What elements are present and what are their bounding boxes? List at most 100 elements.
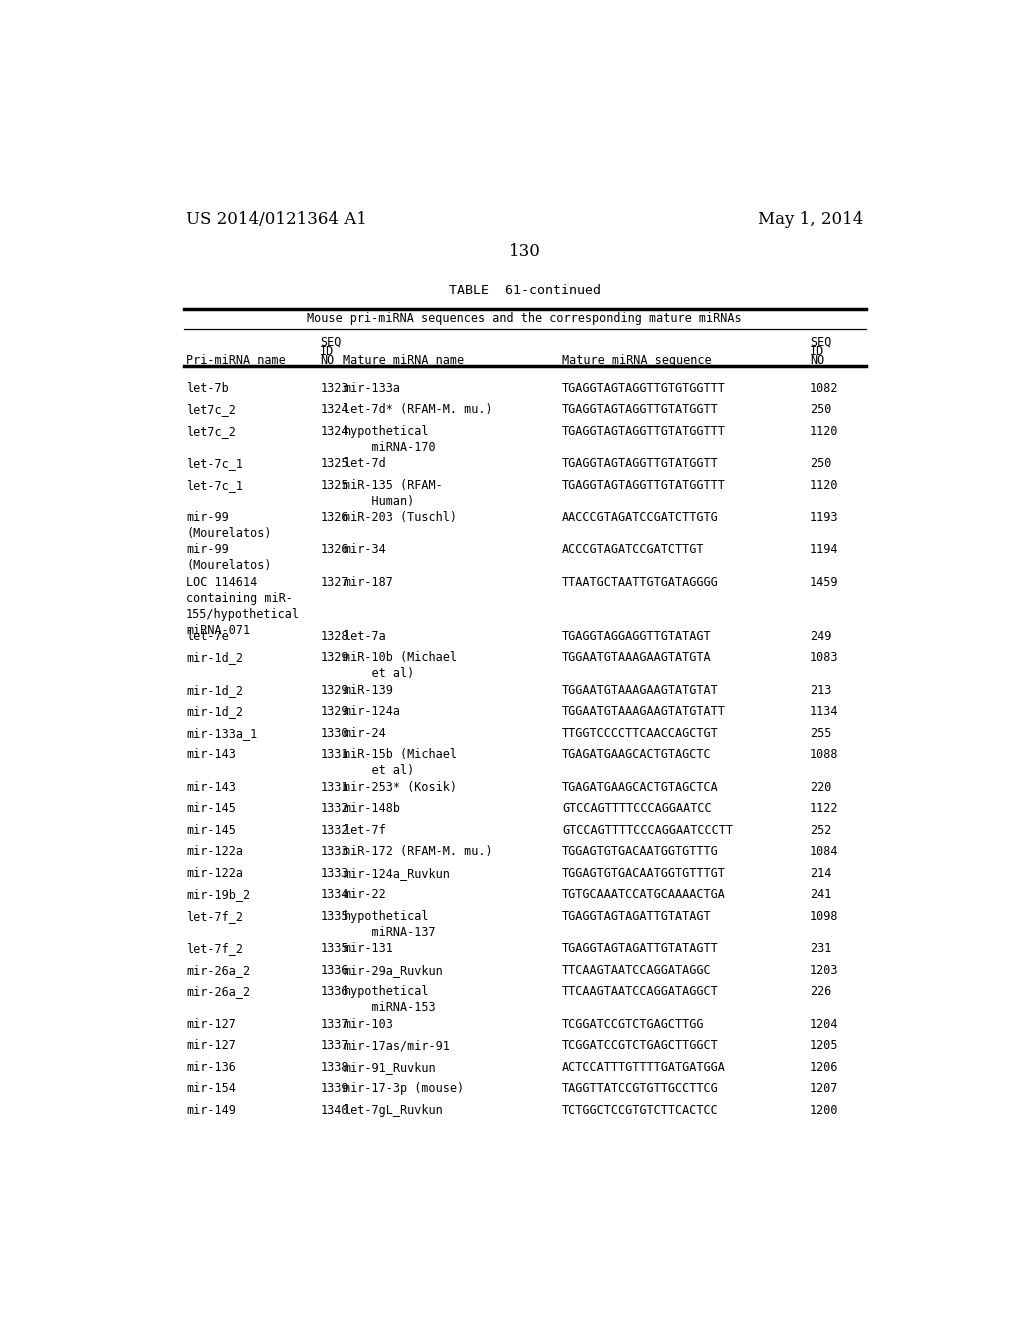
Text: mir-29a_Ruvkun: mir-29a_Ruvkun [343,964,443,977]
Text: mir-26a_2: mir-26a_2 [186,985,250,998]
Text: 1331: 1331 [321,748,349,762]
Text: mir-136: mir-136 [186,1061,236,1074]
Text: TGAGGTAGTAGGTTGTGTGGTTT: TGAGGTAGTAGGTTGTGTGGTTT [562,381,726,395]
Text: 1204: 1204 [810,1018,839,1031]
Text: NO: NO [321,354,335,367]
Text: 1340: 1340 [321,1104,349,1117]
Text: TAGGTTATCCGTGTTGCCTTCG: TAGGTTATCCGTGTTGCCTTCG [562,1082,719,1096]
Text: let7c_2: let7c_2 [186,425,236,438]
Text: TGAGGTAGTAGGTTGTATGGTTT: TGAGGTAGTAGGTTGTATGGTTT [562,479,726,492]
Text: TGGAGTGTGACAATGGTGTTTGT: TGGAGTGTGACAATGGTGTTTGT [562,867,726,880]
Text: mir-34: mir-34 [343,544,386,557]
Text: TGAGGTAGTAGATTGTATAGTT: TGAGGTAGTAGATTGTATAGTT [562,942,719,956]
Text: mir-127: mir-127 [186,1018,236,1031]
Text: GTCCAGTTTTCCCAGGAATCC: GTCCAGTTTTCCCAGGAATCC [562,803,712,816]
Text: 220: 220 [810,780,831,793]
Text: mir-154: mir-154 [186,1082,236,1096]
Text: 1200: 1200 [810,1104,839,1117]
Text: mir-148b: mir-148b [343,803,400,816]
Text: TGAGGTAGTAGGTTGTATGGTTT: TGAGGTAGTAGGTTGTATGGTTT [562,425,726,438]
Text: 1326: 1326 [321,544,349,557]
Text: TCGGATCCGTCTGAGCTTGGCT: TCGGATCCGTCTGAGCTTGGCT [562,1039,719,1052]
Text: 1324: 1324 [321,404,349,416]
Text: 1325: 1325 [321,457,349,470]
Text: TGAGGTAGTAGGTTGTATGGTT: TGAGGTAGTAGGTTGTATGGTT [562,457,719,470]
Text: 1337: 1337 [321,1018,349,1031]
Text: 1207: 1207 [810,1082,839,1096]
Text: mir-187: mir-187 [343,576,393,589]
Text: NO: NO [810,354,824,367]
Text: 231: 231 [810,942,831,956]
Text: 1332: 1332 [321,803,349,816]
Text: mir-124a: mir-124a [343,705,400,718]
Text: 250: 250 [810,404,831,416]
Text: TGGAATGTAAAGAAGTATGTA: TGGAATGTAAAGAAGTATGTA [562,651,712,664]
Text: 1134: 1134 [810,705,839,718]
Text: mir-145: mir-145 [186,824,236,837]
Text: let7c_2: let7c_2 [186,404,236,416]
Text: 1326: 1326 [321,511,349,524]
Text: May 1, 2014: May 1, 2014 [758,211,863,228]
Text: hypothetical
    miRNA-153: hypothetical miRNA-153 [343,985,436,1014]
Text: TGTGCAAATCCATGCAAAACTGA: TGTGCAAATCCATGCAAAACTGA [562,888,726,902]
Text: 1084: 1084 [810,845,839,858]
Text: mir-122a: mir-122a [186,845,243,858]
Text: 1337: 1337 [321,1039,349,1052]
Text: LOC 114614
containing miR-
155/hypothetical
miRNA-071: LOC 114614 containing miR- 155/hypotheti… [186,576,300,636]
Text: mir-149: mir-149 [186,1104,236,1117]
Text: TGGAATGTAAAGAAGTATGTAT: TGGAATGTAAAGAAGTATGTAT [562,684,719,697]
Text: mir-253* (Kosik): mir-253* (Kosik) [343,780,458,793]
Text: let-7c_1: let-7c_1 [186,479,243,492]
Text: TGAGATGAAGCACTGTAGCTCA: TGAGATGAAGCACTGTAGCTCA [562,780,719,793]
Text: hypothetical
    miRNA-170: hypothetical miRNA-170 [343,425,436,454]
Text: 1338: 1338 [321,1061,349,1074]
Text: 252: 252 [810,824,831,837]
Text: TTAATGCTAATTGTGATAGGGG: TTAATGCTAATTGTGATAGGGG [562,576,719,589]
Text: mir-127: mir-127 [186,1039,236,1052]
Text: Mature miRNA sequence: Mature miRNA sequence [562,354,712,367]
Text: Pri-miRNA name: Pri-miRNA name [186,354,286,367]
Text: ACTCCATTTGTTTTGATGATGGA: ACTCCATTTGTTTTGATGATGGA [562,1061,726,1074]
Text: TGAGATGAAGCACTGTAGCTC: TGAGATGAAGCACTGTAGCTC [562,748,712,762]
Text: mir-1d_2: mir-1d_2 [186,684,243,697]
Text: SEQ: SEQ [810,335,831,348]
Text: miR-15b (Michael
    et al): miR-15b (Michael et al) [343,748,458,777]
Text: 1328: 1328 [321,630,349,643]
Text: mir-26a_2: mir-26a_2 [186,964,250,977]
Text: mir-99
(Mourelatos): mir-99 (Mourelatos) [186,511,271,540]
Text: TGAGGTAGGAGGTTGTATAGT: TGAGGTAGGAGGTTGTATAGT [562,630,712,643]
Text: 214: 214 [810,867,831,880]
Text: TTCAAGTAATCCAGGATAGGC: TTCAAGTAATCCAGGATAGGC [562,964,712,977]
Text: let-7c_1: let-7c_1 [186,457,243,470]
Text: 1335: 1335 [321,942,349,956]
Text: miR-10b (Michael
    et al): miR-10b (Michael et al) [343,651,458,680]
Text: 1329: 1329 [321,684,349,697]
Text: 226: 226 [810,985,831,998]
Text: TCGGATCCGTCTGAGCTTGG: TCGGATCCGTCTGAGCTTGG [562,1018,705,1031]
Text: ID: ID [321,345,335,358]
Text: let-7a: let-7a [343,630,386,643]
Text: ID: ID [810,345,824,358]
Text: 1336: 1336 [321,964,349,977]
Text: 1336: 1336 [321,985,349,998]
Text: AACCCGTAGATCCGATCTTGTG: AACCCGTAGATCCGATCTTGTG [562,511,719,524]
Text: 255: 255 [810,726,831,739]
Text: hypothetical
    miRNA-137: hypothetical miRNA-137 [343,909,436,939]
Text: mir-124a_Ruvkun: mir-124a_Ruvkun [343,867,451,880]
Text: mir-91_Ruvkun: mir-91_Ruvkun [343,1061,436,1074]
Text: mir-133a_1: mir-133a_1 [186,726,257,739]
Text: let-7f_2: let-7f_2 [186,909,243,923]
Text: TGAGGTAGTAGGTTGTATGGTT: TGAGGTAGTAGGTTGTATGGTT [562,404,719,416]
Text: miR-172 (RFAM-M. mu.): miR-172 (RFAM-M. mu.) [343,845,494,858]
Text: 1120: 1120 [810,479,839,492]
Text: 241: 241 [810,888,831,902]
Text: let-7gL_Ruvkun: let-7gL_Ruvkun [343,1104,443,1117]
Text: 1194: 1194 [810,544,839,557]
Text: mir-24: mir-24 [343,726,386,739]
Text: 1333: 1333 [321,867,349,880]
Text: Mouse pri-miRNA sequences and the corresponding mature miRNAs: Mouse pri-miRNA sequences and the corres… [307,313,742,326]
Text: mir-145: mir-145 [186,803,236,816]
Text: 1203: 1203 [810,964,839,977]
Text: SEQ: SEQ [321,335,342,348]
Text: 1459: 1459 [810,576,839,589]
